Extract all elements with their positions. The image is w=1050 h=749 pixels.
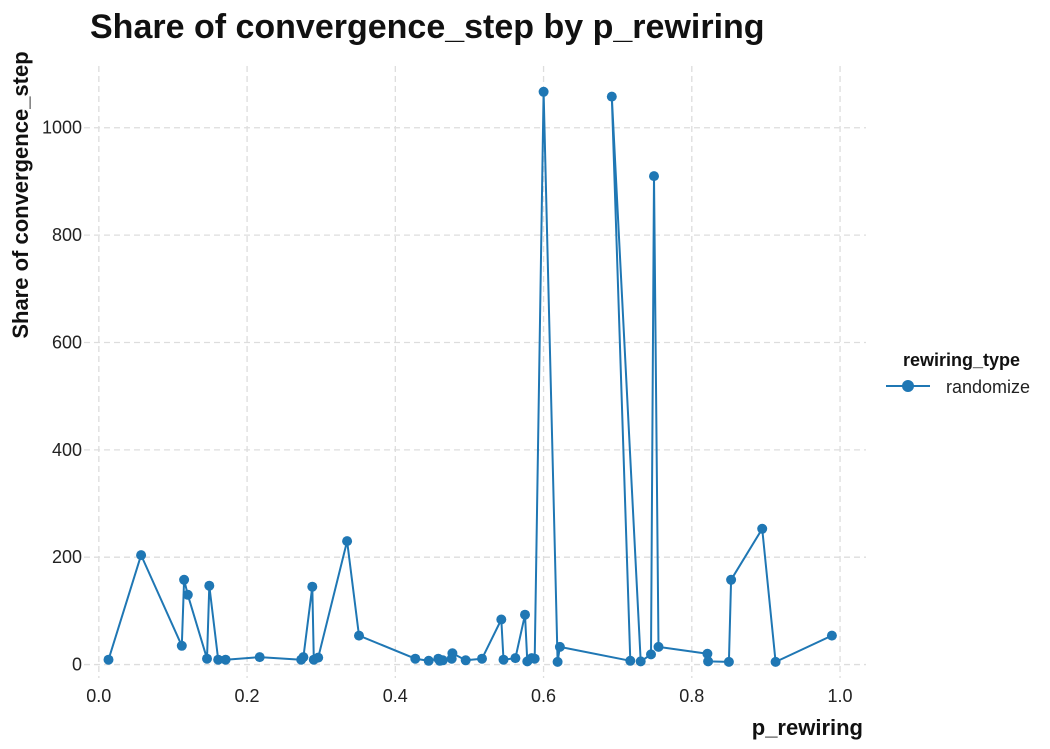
series-line-randomize bbox=[107, 90, 833, 663]
data-point bbox=[307, 581, 318, 592]
data-point bbox=[554, 641, 565, 652]
legend: rewiring_type randomize bbox=[886, 350, 1030, 397]
x-axis-title: p_rewiring bbox=[752, 715, 863, 740]
data-point bbox=[254, 652, 265, 663]
x-tick-label: 1.0 bbox=[828, 686, 853, 706]
data-point bbox=[635, 656, 646, 667]
data-point bbox=[646, 649, 656, 660]
data-point bbox=[723, 656, 734, 667]
data-point bbox=[354, 630, 364, 641]
data-point bbox=[136, 550, 147, 561]
data-point bbox=[202, 653, 212, 664]
data-point bbox=[410, 653, 421, 664]
data-point bbox=[220, 654, 231, 665]
data-point bbox=[496, 614, 507, 625]
data-point bbox=[625, 655, 636, 666]
x-tick-labels: 0.0 0.2 0.4 0.6 0.8 1.0 bbox=[86, 686, 852, 706]
y-tick-label: 0 bbox=[72, 655, 82, 675]
data-point bbox=[702, 648, 713, 659]
data-point bbox=[770, 656, 781, 667]
data-point bbox=[529, 653, 540, 664]
data-point bbox=[726, 574, 737, 585]
data-point bbox=[313, 652, 324, 663]
y-tick-label: 200 bbox=[52, 547, 82, 567]
series-points bbox=[103, 86, 837, 667]
data-point bbox=[182, 589, 193, 600]
data-point bbox=[342, 536, 353, 547]
y-tick-label: 1000 bbox=[42, 118, 82, 138]
data-point bbox=[460, 655, 471, 666]
data-point bbox=[477, 653, 487, 664]
data-point bbox=[520, 609, 530, 620]
data-point bbox=[437, 655, 448, 666]
x-tick-label: 0.2 bbox=[235, 686, 260, 706]
data-point bbox=[447, 648, 458, 659]
data-point bbox=[204, 580, 215, 591]
data-point bbox=[510, 653, 521, 664]
grid bbox=[84, 66, 866, 678]
y-tick-label: 800 bbox=[52, 225, 82, 245]
data-point bbox=[423, 655, 434, 666]
x-tick-label: 0.6 bbox=[531, 686, 556, 706]
y-tick-labels: 0 200 400 600 800 1000 bbox=[42, 118, 82, 675]
data-point bbox=[538, 86, 549, 97]
data-point bbox=[498, 654, 509, 665]
y-axis-title: Share of convergence_step bbox=[8, 51, 33, 338]
legend-key-marker bbox=[902, 380, 914, 392]
y-tick-label: 600 bbox=[52, 332, 82, 352]
series-lines bbox=[107, 90, 833, 663]
data-point bbox=[757, 523, 768, 534]
data-point bbox=[298, 652, 309, 663]
data-point bbox=[552, 656, 563, 667]
x-tick-label: 0.4 bbox=[383, 686, 408, 706]
data-point bbox=[103, 654, 114, 665]
data-point bbox=[213, 654, 224, 665]
data-point bbox=[653, 641, 664, 652]
data-point bbox=[649, 171, 659, 182]
data-point bbox=[826, 630, 837, 641]
data-point bbox=[703, 656, 714, 667]
chart-title: Share of convergence_step by p_rewiring bbox=[90, 8, 765, 46]
x-tick-label: 0.8 bbox=[679, 686, 704, 706]
legend-label-randomize: randomize bbox=[946, 377, 1030, 397]
legend-title: rewiring_type bbox=[903, 350, 1020, 370]
data-point bbox=[179, 574, 190, 585]
data-point bbox=[176, 640, 187, 651]
y-tick-label: 400 bbox=[52, 440, 82, 460]
data-point bbox=[606, 91, 617, 102]
x-tick-label: 0.0 bbox=[86, 686, 111, 706]
